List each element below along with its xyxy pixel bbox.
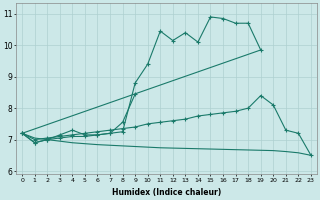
X-axis label: Humidex (Indice chaleur): Humidex (Indice chaleur) — [112, 188, 221, 197]
